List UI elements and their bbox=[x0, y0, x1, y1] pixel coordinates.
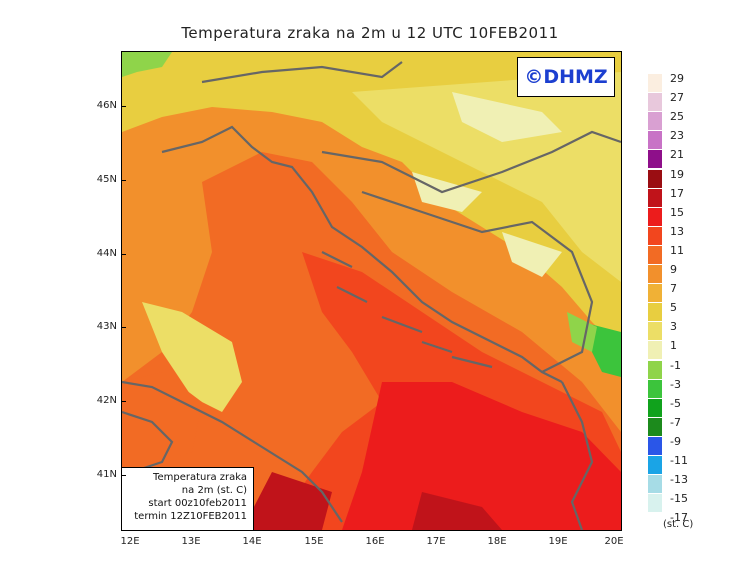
legend-swatch bbox=[648, 303, 662, 322]
legend-label: -5 bbox=[670, 396, 681, 410]
legend-label: 29 bbox=[670, 72, 684, 85]
legend-swatch bbox=[648, 417, 662, 436]
legend-swatch bbox=[648, 112, 662, 131]
legend-label: 9 bbox=[670, 263, 677, 276]
legend-swatch bbox=[648, 207, 662, 226]
legend-label: -9 bbox=[670, 434, 681, 448]
legend-label: -13 bbox=[670, 473, 688, 487]
temperature-map: ©DHMZ Temperatura zraka na 2m (st. C) st… bbox=[121, 51, 622, 531]
legend-swatch bbox=[648, 74, 662, 92]
legend-label: 1 bbox=[670, 339, 677, 353]
info-line-4: termin 12Z10FEB2011 bbox=[134, 511, 247, 522]
lon-label-20e: 20E bbox=[604, 536, 624, 547]
legend-label: 5 bbox=[670, 301, 677, 315]
lat-tick bbox=[121, 180, 126, 181]
temperature-field-italy-orange bbox=[122, 372, 202, 472]
legend-swatch bbox=[648, 322, 662, 341]
lon-label-12e: 12E bbox=[120, 536, 140, 547]
montenegro-albania bbox=[561, 381, 594, 530]
legend-label: 27 bbox=[670, 91, 684, 105]
legend-label: 7 bbox=[670, 282, 677, 296]
lat-tick bbox=[121, 106, 126, 107]
lon-label-19e: 19E bbox=[548, 536, 568, 547]
legend-swatch bbox=[648, 188, 662, 207]
legend-label: 13 bbox=[670, 224, 684, 238]
lat-label-42n: 42N bbox=[96, 395, 117, 406]
legend-swatch bbox=[648, 475, 662, 494]
legend-label: 15 bbox=[670, 205, 684, 219]
hungary-border bbox=[321, 130, 621, 194]
info-box: Temperatura zraka na 2m (st. C) start 00… bbox=[122, 467, 254, 530]
legend-label: -1 bbox=[670, 358, 681, 372]
info-line-3: start 00z10feb2011 bbox=[148, 498, 247, 509]
lat-label-44n: 44N bbox=[96, 248, 117, 259]
legend-label: -11 bbox=[670, 454, 688, 467]
legend-label: -17 bbox=[670, 511, 688, 525]
lat-label-46n: 46N bbox=[96, 100, 117, 111]
lat-tick bbox=[121, 475, 126, 476]
lon-label-13e: 13E bbox=[181, 536, 201, 547]
legend-label: 11 bbox=[670, 243, 684, 257]
legend-swatch bbox=[648, 93, 662, 112]
temperature-field-lightgreen-se bbox=[567, 312, 597, 352]
legend-swatch bbox=[648, 456, 662, 474]
legend-swatch bbox=[648, 131, 662, 150]
legend-swatch bbox=[648, 436, 662, 455]
legend-units: (st. C) bbox=[663, 519, 694, 530]
dhmz-logo: ©DHMZ bbox=[517, 57, 615, 97]
lon-label-14e: 14E bbox=[242, 536, 262, 547]
temperature-field-pale-patches bbox=[412, 92, 562, 277]
slovenia-border bbox=[201, 61, 403, 84]
legend-swatch bbox=[648, 150, 662, 169]
legend-label: 25 bbox=[670, 110, 684, 124]
lon-label-17e: 17E bbox=[426, 536, 446, 547]
legend-swatch bbox=[648, 398, 662, 417]
temperature-field-darkred bbox=[242, 472, 502, 530]
legend-swatch bbox=[648, 265, 662, 283]
temperature-field-italy-yellow bbox=[142, 302, 242, 412]
legend-label: 23 bbox=[670, 129, 684, 143]
legend-swatch bbox=[648, 494, 662, 513]
temperature-field-deep-red bbox=[342, 382, 621, 530]
lat-label-43n: 43N bbox=[96, 321, 117, 332]
legend-label: 19 bbox=[670, 167, 684, 181]
lat-tick bbox=[121, 401, 126, 402]
lon-label-16e: 16E bbox=[365, 536, 385, 547]
legend-label: -15 bbox=[670, 492, 688, 506]
lat-label-41n: 41N bbox=[96, 469, 117, 480]
legend-label: 21 bbox=[670, 148, 684, 162]
lat-tick bbox=[121, 327, 126, 328]
info-line-1: Temperatura zraka bbox=[153, 472, 247, 483]
legend-label: -3 bbox=[670, 377, 681, 391]
map-title: Temperatura zraka na 2m u 12 UTC 10FEB20… bbox=[181, 24, 559, 42]
lat-tick bbox=[121, 254, 126, 255]
legend-swatch bbox=[648, 226, 662, 245]
croatia-coast bbox=[161, 125, 563, 383]
bosnia-border bbox=[361, 190, 594, 373]
legend-swatch bbox=[648, 379, 662, 398]
legend-label: -7 bbox=[670, 415, 681, 429]
islands bbox=[321, 251, 493, 369]
legend-label: 3 bbox=[670, 320, 677, 334]
coastlines bbox=[122, 61, 621, 530]
legend-swatch bbox=[648, 513, 662, 532]
italy-coast bbox=[122, 380, 343, 523]
temperature-field-green-nw bbox=[122, 52, 172, 77]
legend-swatch bbox=[648, 245, 662, 264]
legend-swatch bbox=[648, 169, 662, 188]
lon-label-18e: 18E bbox=[487, 536, 507, 547]
lat-label-45n: 45N bbox=[96, 174, 117, 185]
info-line-2: na 2m (st. C) bbox=[181, 485, 247, 496]
legend-swatch bbox=[648, 341, 662, 360]
lon-label-15e: 15E bbox=[304, 536, 324, 547]
legend-label: 17 bbox=[670, 186, 684, 200]
legend-swatch bbox=[648, 284, 662, 303]
legend-swatch bbox=[648, 360, 662, 379]
gargano bbox=[122, 410, 174, 474]
